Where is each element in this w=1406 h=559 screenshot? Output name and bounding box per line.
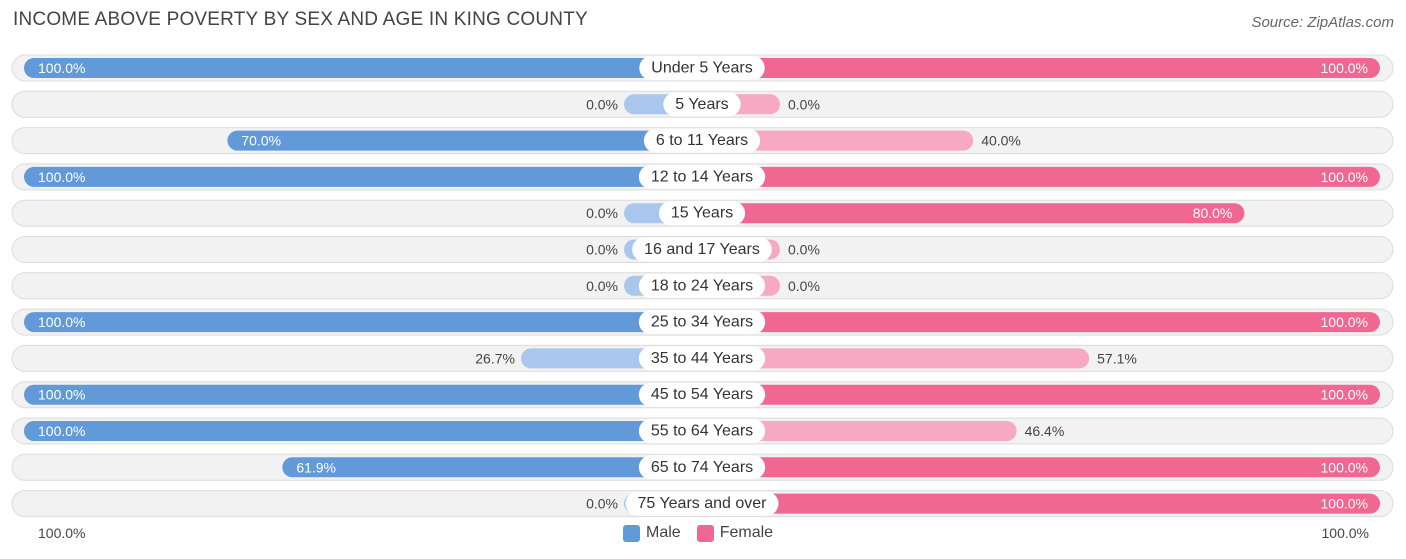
male-bar [282, 457, 702, 478]
category-label: 18 to 24 Years [651, 277, 753, 294]
legend-female-swatch [696, 524, 714, 542]
female-bar [702, 384, 1380, 405]
male-value-label: 100.0% [38, 169, 85, 185]
category-pill [638, 455, 766, 480]
category-pill [639, 56, 765, 80]
female-value-label: 100.0% [1321, 169, 1368, 185]
legend-male: Male [623, 524, 681, 542]
female-value-label: 100.0% [1321, 314, 1368, 330]
male-value-label: 0.0% [586, 96, 618, 112]
category-label: 35 to 44 Years [651, 350, 753, 367]
category-label: 5 Years [675, 96, 728, 113]
female-value-label: 57.1% [1097, 350, 1137, 366]
category-pill [658, 201, 746, 226]
male-bar [24, 166, 702, 187]
female-value-label: 100.0% [1321, 387, 1368, 403]
category-label: 65 to 74 Years [651, 459, 753, 476]
male-bar [24, 312, 702, 333]
category-label: 55 to 64 Years [651, 423, 753, 440]
category-pill [632, 237, 772, 262]
female-value-label: 40.0% [981, 133, 1021, 149]
category-pill [663, 92, 741, 117]
male-value-label: 0.0% [586, 496, 618, 512]
male-value-label: 100.0% [38, 60, 85, 76]
male-value-label: 26.7% [475, 350, 515, 366]
male-value-label: 0.0% [586, 278, 618, 294]
category-label: 12 to 14 Years [651, 168, 753, 185]
female-value-label: 0.0% [788, 278, 820, 294]
male-value-label: 70.0% [241, 133, 281, 149]
male-value-label: 0.0% [586, 242, 618, 258]
category-label: 16 and 17 Years [644, 241, 760, 258]
male-value-label: 100.0% [38, 387, 85, 403]
female-value-label: 0.0% [788, 96, 820, 112]
category-pill [638, 310, 766, 335]
female-bar [702, 493, 1380, 514]
male-bar [24, 421, 702, 441]
category-pill [638, 346, 766, 371]
male-value-label: 100.0% [38, 314, 85, 330]
female-bar [702, 203, 1245, 224]
axis-left-label: 100.0% [38, 525, 86, 541]
male-value-label: 0.0% [586, 205, 618, 221]
male-value-label: 61.9% [296, 459, 336, 475]
legend-male-swatch [623, 524, 640, 542]
female-value-label: 0.0% [788, 242, 820, 258]
male-value-label: 100.0% [38, 423, 85, 439]
source-label: Source: ZipAtlas.com [1251, 14, 1394, 31]
legend-female: Female [696, 524, 774, 542]
legend-male-label: Male [646, 524, 681, 541]
category-label: 15 Years [671, 205, 733, 222]
female-bar [702, 58, 1380, 78]
female-bar [702, 421, 1017, 441]
category-pill [643, 128, 761, 153]
female-value-label: 100.0% [1321, 496, 1368, 512]
female-bar [702, 166, 1380, 187]
category-pill [625, 491, 779, 516]
chart-title: INCOME ABOVE POVERTY BY SEX AND AGE IN K… [13, 9, 588, 30]
category-label: 45 to 54 Years [651, 386, 753, 403]
axis-right-label: 100.0% [1321, 525, 1369, 541]
female-bar [702, 348, 1090, 369]
female-value-label: 100.0% [1321, 459, 1368, 475]
category-label: 25 to 34 Years [651, 314, 753, 331]
category-pill [638, 164, 766, 189]
male-bar [24, 384, 702, 405]
category-pill [638, 382, 766, 407]
female-value-label: 46.4% [1025, 423, 1065, 439]
legend-female-label: Female [719, 524, 774, 541]
chart-svg: 100.0% 100.0% Under 5 Years 0.0% 0.0% 5 Years… [11, 54, 1394, 518]
male-bar [24, 58, 702, 78]
category-label: 6 to 11 Years [656, 132, 748, 149]
category-pill [638, 419, 766, 443]
female-bar [702, 130, 974, 151]
female-value-label: 100.0% [1321, 60, 1368, 76]
legend: Male Female [623, 524, 781, 542]
female-value-label: 80.0% [1193, 205, 1233, 221]
male-bar [227, 130, 702, 151]
category-pill [638, 273, 766, 298]
category-label: Under 5 Years [651, 60, 752, 77]
category-label: 75 Years and over [638, 495, 768, 512]
female-bar [702, 457, 1380, 478]
female-bar [702, 312, 1380, 333]
